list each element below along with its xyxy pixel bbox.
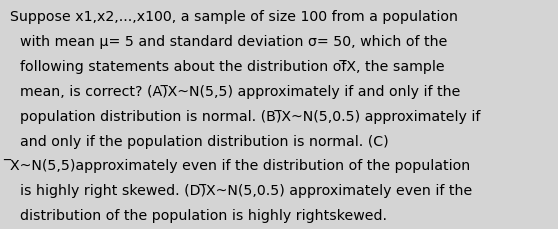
Text: following statements about the distribution of̅X, the sample: following statements about the distribut…: [20, 60, 444, 74]
Text: distribution of the population is highly rightskewed.: distribution of the population is highly…: [20, 208, 387, 222]
Text: ̅X~N(5,5)approximately even if the distribution of the population: ̅X~N(5,5)approximately even if the distr…: [10, 159, 470, 173]
Text: with mean μ= 5 and standard deviation σ= 50, which of the: with mean μ= 5 and standard deviation σ=…: [20, 35, 447, 49]
Text: mean, is correct? (A)̅X~N(5,5) approximately if and only if the: mean, is correct? (A)̅X~N(5,5) approxima…: [20, 85, 460, 98]
Text: is highly right skewed. (D)̅X~N(5,0.5) approximately even if the: is highly right skewed. (D)̅X~N(5,0.5) a…: [20, 183, 472, 197]
Text: Suppose x1,x2,...,x100, a sample of size 100 from a population: Suppose x1,x2,...,x100, a sample of size…: [10, 10, 458, 24]
Text: population distribution is normal. (B)̅X~N(5,0.5) approximately if: population distribution is normal. (B)̅X…: [20, 109, 480, 123]
Text: and only if the population distribution is normal. (C): and only if the population distribution …: [20, 134, 388, 148]
